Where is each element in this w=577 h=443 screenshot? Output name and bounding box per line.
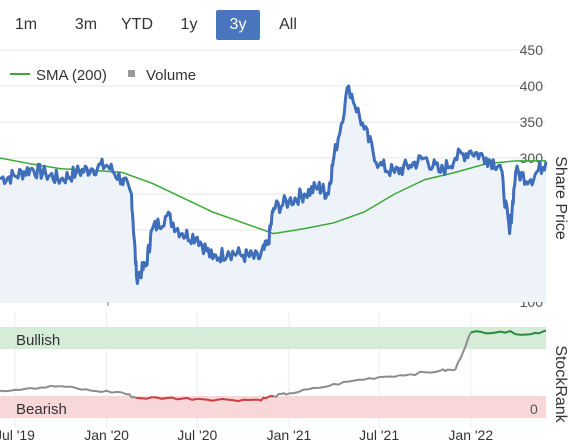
time-tick-label: Jul '21: [359, 427, 399, 443]
stockrank-segment: [439, 368, 456, 373]
sma-legend-label[interactable]: SMA (200): [36, 67, 107, 84]
stockrank-segment: [348, 376, 380, 383]
stockrank-segment: [500, 330, 531, 336]
stockrank-segment: [318, 380, 349, 389]
range-button-1y[interactable]: 1y: [180, 16, 198, 33]
range-button-3y[interactable]: 3y: [216, 10, 260, 40]
price-tick-label: 400: [520, 78, 544, 94]
price-tick-label: 300: [520, 150, 544, 166]
stockrank-segment: [60, 385, 92, 392]
time-tick-label: Jan '22: [448, 427, 493, 443]
stockrank-segment: [409, 369, 441, 377]
stockrank-segment: [288, 386, 319, 395]
time-axis-ticks: Jul '19 Jan '20 Jul '20 Jan '21 Jul '21 Jan '…: [0, 427, 493, 443]
time-tick-label: Jan '21: [267, 427, 312, 443]
price-tick-label: 450: [520, 42, 544, 58]
price-line: [0, 84, 548, 285]
stockrank-segment: [228, 398, 259, 403]
stockrank-segment: [454, 332, 472, 371]
range-button-all[interactable]: All: [279, 16, 297, 33]
price-axis-title: Share Price: [552, 156, 569, 240]
stockrank-segment: [470, 330, 501, 335]
stockrank-segment: [258, 394, 274, 402]
range-button-3m[interactable]: 3m: [74, 16, 98, 33]
volume-legend-label[interactable]: Volume: [146, 67, 196, 84]
stockrank-segment: [30, 384, 61, 390]
stockrank-segment: [121, 391, 137, 399]
bearish-label: Bearish: [16, 401, 67, 418]
stockrank-segment: [530, 329, 547, 336]
range-button-ytd[interactable]: YTD: [121, 16, 153, 33]
bullish-zone: [0, 327, 546, 349]
range-button-1m[interactable]: 1m: [14, 16, 38, 33]
stockrank-segment: [166, 396, 198, 401]
time-tick-label: Jan '20: [84, 427, 129, 443]
stockrank-segment: [197, 397, 229, 402]
stockrank-segment: [0, 387, 31, 393]
stockrank-segment: [91, 389, 123, 394]
price-area-fill: [0, 86, 546, 302]
time-tick-label: Jul '20: [177, 427, 217, 443]
stockrank-axis-title: StockRank: [552, 345, 569, 423]
bearish-zone: [0, 396, 546, 418]
time-tick-label: Jul '19: [0, 427, 35, 443]
stockrank-segment: [136, 396, 168, 400]
stockrank-segment: [273, 392, 290, 398]
stockrank-line: [0, 329, 547, 403]
volume-legend-swatch: [128, 70, 135, 77]
stockrank-zero-tick: 0: [530, 401, 538, 417]
stockrank-segment: [379, 373, 411, 379]
price-tick-label: 350: [520, 114, 544, 130]
bullish-label: Bullish: [16, 332, 60, 349]
